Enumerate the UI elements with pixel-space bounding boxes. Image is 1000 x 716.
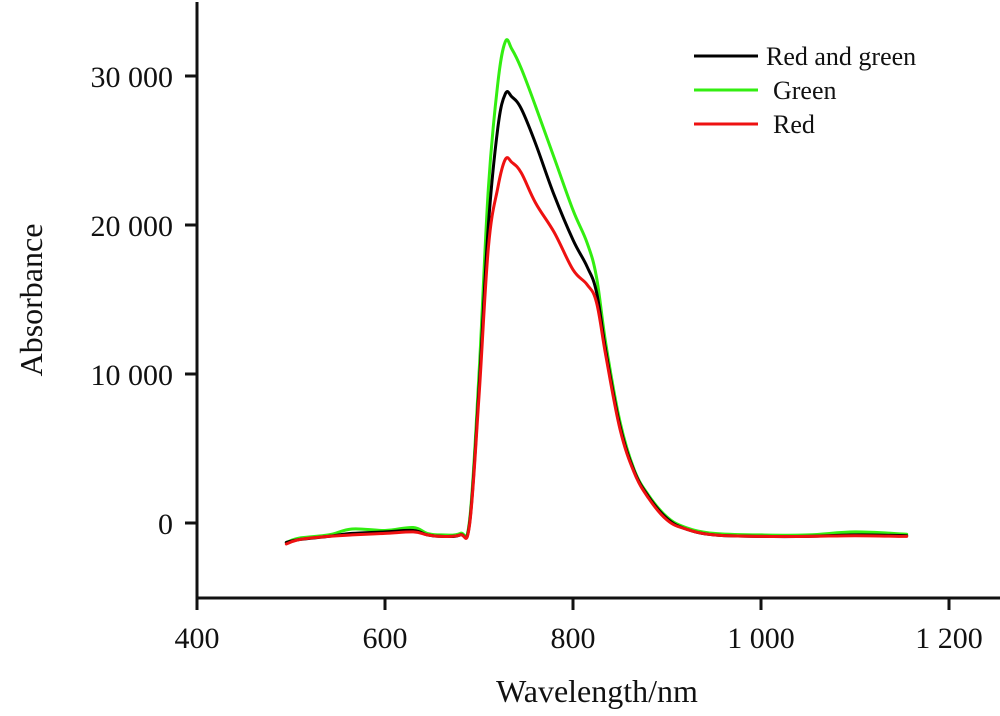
y-ticks: 0 10 000 20 000 30 000 <box>91 61 197 541</box>
legend-label-green: Green <box>773 76 837 105</box>
x-tick-label: 800 <box>551 622 596 655</box>
y-tick-label: 30 000 <box>91 61 174 94</box>
legend: Red and green Green Red <box>694 42 916 139</box>
plot-lines <box>284 38 909 546</box>
x-ticks: 400 600 800 1 000 1 200 <box>175 598 983 655</box>
series-line-red-and-green <box>284 90 909 544</box>
x-tick-label: 600 <box>363 622 408 655</box>
legend-label-red-and-green: Red and green <box>766 42 916 71</box>
y-axis-title: Absorbance <box>13 224 49 377</box>
x-axis-title: Wavelength/nm <box>496 673 698 709</box>
x-tick-label: 1 200 <box>915 622 983 655</box>
y-tick-label: 0 <box>158 508 173 541</box>
y-tick-label: 20 000 <box>91 210 174 243</box>
y-tick-label: 10 000 <box>91 359 174 392</box>
legend-label-red: Red <box>773 110 815 139</box>
series-line-red <box>284 156 909 546</box>
x-tick-label: 1 000 <box>727 622 795 655</box>
x-tick-label: 400 <box>175 622 220 655</box>
